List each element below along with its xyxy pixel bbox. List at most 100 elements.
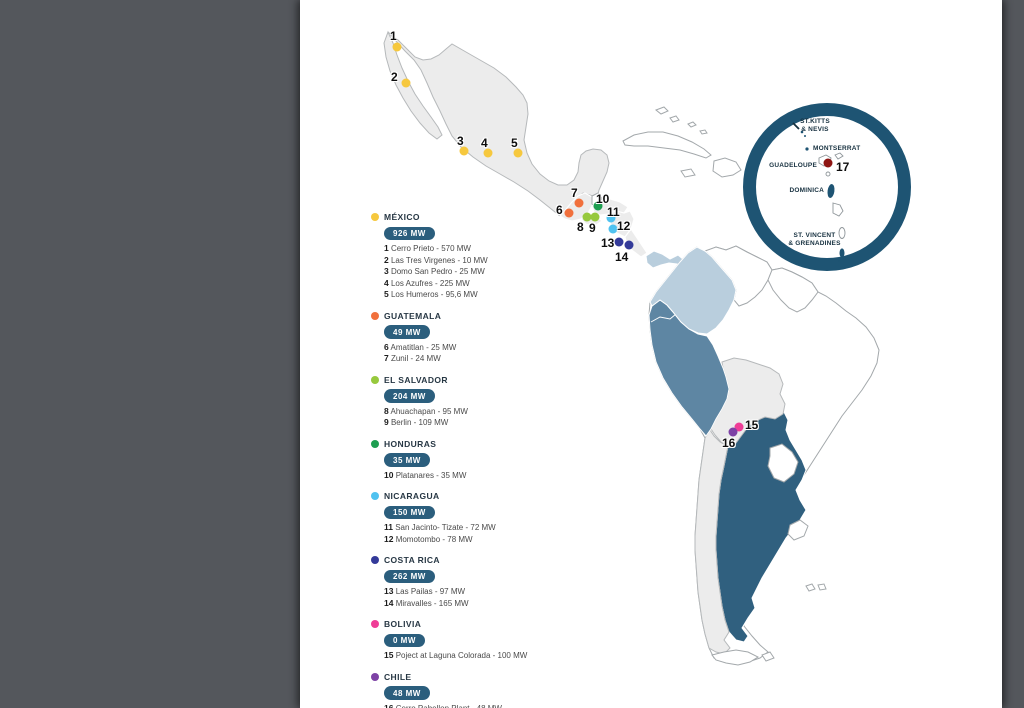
legend-section: MÉXICO 926 MW 1 Cerro Prieto - 570 MW 2 Las… [371,212,591,301]
legend-country-dot [371,439,379,448]
legend-total-badge: 926 MW [384,226,435,240]
map-markers: 1 2 3 4 5 6 7 8 9 10 11 12 13 14 15 16 17 [300,0,1002,708]
legend-country-name: HONDURAS [384,438,437,449]
legend-plant-number: 14 [384,597,394,608]
inset-label-line: MONTSERRAT [813,145,861,152]
legend-country-name: MÉXICO [384,212,420,222]
map-marker-dot-16 [728,427,738,437]
legend-country-dot [371,556,379,564]
islands-falkland [805,583,827,592]
legend-plant-item: 15 Poject at Laguna Colorada - 100 MW [384,650,528,660]
legend-total-badge: 150 MW [384,505,435,519]
montserrat-island [805,147,809,151]
legend: MÉXICO 926 MW 1 Cerro Prieto - 570 MW 2 Las… [371,212,591,708]
map-marker-dot-6 [564,208,574,218]
legend-plant-number: 6 [384,341,389,352]
legend-country-name: GUATEMALA [384,310,442,321]
antigua-island [834,152,844,160]
country-colombia [649,246,737,335]
map-marker-label-7: 7 [571,186,578,200]
legend-plant-item: 10 Platanares - 35 MW [384,469,467,480]
country-peru-ecuador [648,299,730,437]
map-marker-dot-3 [459,146,469,156]
inset-label-line: ST. VINCENT [793,232,836,239]
legend-plant-item: 6 Amatitlan - 25 MW [384,341,457,352]
legend-plant-number: 5 [384,289,389,299]
map-marker-dot-14 [624,240,634,250]
inset-label-line: & NEVIS [801,126,829,133]
map-marker-label-16: 16 [722,436,736,450]
caribbean-inset: ST.KITTS & NEVIS MONTSERRAT GUADELOUPE D… [743,103,911,271]
region-guyanas [767,267,819,313]
nevis-island [800,130,804,134]
inset-label-line: GUADELOUPE [769,162,817,169]
st-lucia-island [838,227,846,239]
legend-plant-item: 14 Miravalles - 165 MW [384,597,469,608]
st-kitts-island-mark [792,122,800,130]
document-page: ST.KITTS & NEVIS MONTSERRAT GUADELOUPE D… [300,0,1002,708]
inset-label-line: DOMINICA [789,187,824,194]
map-marker-label-12: 12 [617,219,631,233]
legend-section: CHILE 48 MW 16 Cerro Pabellon Plant - 48 M… [371,672,591,708]
legend-plant-number: 8 [384,405,389,416]
legend-country-name: CHILE [384,671,412,682]
map-marker-dot-12 [608,224,618,234]
map-marker-dot-9 [590,212,600,222]
marie-galante-island [825,171,831,177]
map-marker-label-14: 14 [615,250,629,264]
legend-plant-item: 3 Domo San Pedro - 25 MW [384,266,485,276]
map-marker-label-11: 11 [607,205,620,219]
legend-plant-number: 12 [384,533,394,544]
legend-total-badge: 204 MW [384,389,435,403]
map-marker-label-8: 8 [577,220,584,234]
legend-total-badge: 35 MW [384,453,430,467]
legend-section: COSTA RICA 262 MW 13 Las Pailas - 97 MW 14 … [371,555,591,609]
islands-bahamas [655,106,708,135]
legend-plant-item: 13 Las Pailas - 97 MW [384,586,466,596]
map-marker-label-13: 13 [601,236,615,250]
map-marker-dot-10 [593,201,603,211]
legend-total-badge: 49 MW [384,325,430,339]
map-marker-dot-5 [513,148,523,158]
legend-plant-item: 8 Ahuachapan - 95 MW [384,405,468,416]
legend-plant-item: 5 Los Humeros - 95,6 MW [384,289,478,299]
martinique-island [832,202,844,217]
map-marker-label-4: 4 [481,136,488,150]
legend-plant-number: 16 [384,702,394,708]
legend-plant-number: 3 [384,266,389,276]
st-vincent-island [839,248,845,258]
grenadines-island [838,260,840,262]
legend-plant-item: 12 Momotombo - 78 MW [384,533,473,544]
map-marker-label-6: 6 [556,203,563,217]
legend-plant-number: 10 [384,469,394,480]
legend-plant-item: 1 Cerro Prieto - 570 MW [384,243,471,253]
country-jamaica [680,168,696,178]
map-marker-label-2: 2 [391,70,398,84]
dominica-island [827,184,835,198]
map-marker-dot-8 [582,212,592,222]
inset-label-st-kitts-nevis: ST.KITTS & NEVIS [787,118,843,134]
legend-country-dot [371,213,379,221]
inset-label-line: ST.KITTS [800,118,830,125]
legend-total-badge: 48 MW [384,686,430,700]
border-ecuador-peru [650,313,677,323]
legend-plant-number: 13 [384,586,394,596]
legend-section: NICARAGUA 150 MW 11 San Jacinto- Tizate - … [371,491,591,545]
legend-plant-number: 1 [384,243,389,253]
map-marker-dot-17 [823,158,833,168]
legend-plant-number: 15 [384,650,394,660]
legend-section: BOLIVIA 0 MW 15 Poject at Laguna Colorada … [371,619,591,662]
legend-section: EL SALVADOR 204 MW 8 Ahuachapan - 95 MW 9 B… [371,375,591,429]
country-paraguay [767,443,799,483]
legend-country-dot [371,620,379,628]
legend-total-badge: 262 MW [384,569,435,583]
map-marker-label-9: 9 [589,221,596,235]
legend-plant-item: 9 Berlin - 109 MW [384,417,449,427]
map-marker-label-15: 15 [745,418,759,432]
country-hispaniola [712,157,742,178]
map-marker-dot-13 [614,237,624,247]
country-chile [694,429,731,655]
legend-plant-number: 7 [384,353,389,363]
legend-plant-item: 4 Los Azufres - 225 MW [384,277,470,288]
map-marker-dot-15 [734,422,744,432]
